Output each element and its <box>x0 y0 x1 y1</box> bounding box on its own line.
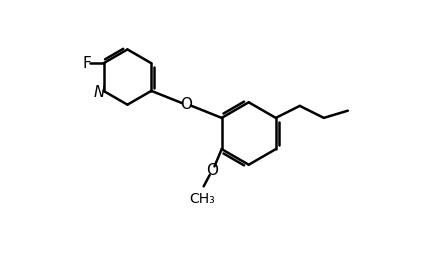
Text: CH₃: CH₃ <box>189 192 215 206</box>
Text: O: O <box>206 163 217 178</box>
Text: N: N <box>93 85 105 100</box>
Text: F: F <box>82 56 91 71</box>
Text: O: O <box>180 97 192 112</box>
